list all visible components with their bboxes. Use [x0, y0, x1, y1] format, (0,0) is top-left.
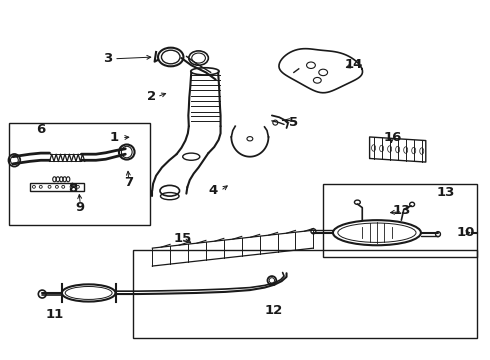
Bar [323, 184, 477, 257]
Text: 8: 8 [69, 182, 77, 195]
Bar [30, 183, 84, 191]
Text: 10: 10 [457, 226, 475, 239]
Bar [9, 123, 150, 225]
Text: 11: 11 [45, 308, 64, 321]
Text: 5: 5 [289, 116, 298, 129]
Text: 9: 9 [76, 201, 85, 214]
Text: 14: 14 [344, 58, 363, 71]
Text: 15: 15 [173, 231, 192, 244]
Text: 7: 7 [124, 176, 133, 189]
Text: 13: 13 [436, 186, 455, 199]
Text: 12: 12 [264, 305, 282, 318]
Text: 1: 1 [109, 131, 119, 144]
Text: 6: 6 [36, 123, 46, 136]
Text: 16: 16 [383, 131, 402, 144]
Text: 2: 2 [147, 90, 156, 103]
Text: 4: 4 [209, 184, 218, 197]
Bar [133, 250, 477, 338]
Text: 13: 13 [392, 204, 411, 217]
Text: 3: 3 [102, 51, 112, 64]
